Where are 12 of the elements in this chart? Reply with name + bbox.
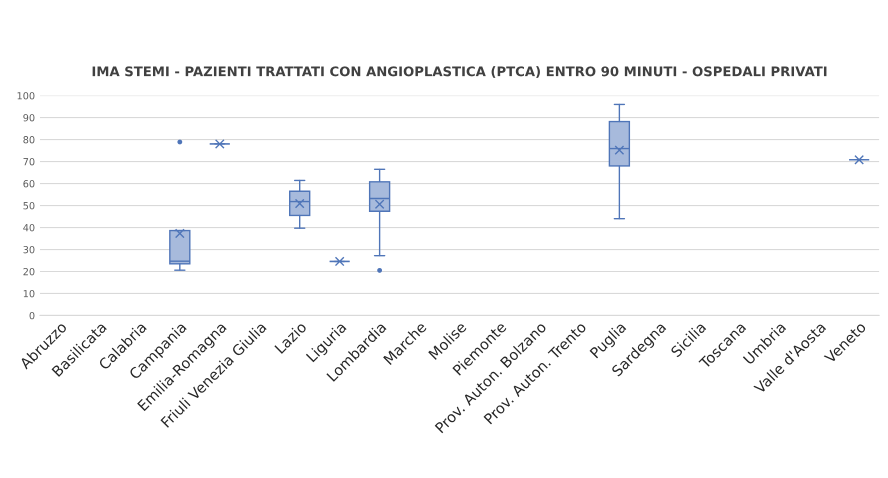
chart-title: IMA STEMI - PAZIENTI TRATTATI CON ANGIOPLASTICA (PTCA) ENTRO 90 MINUTI - OSPEDALI PRIVATI (92, 66, 826, 78)
y-tick-label: 0 (30, 312, 34, 320)
y-tick-label: 20 (23, 268, 34, 276)
y-tick-label: 30 (23, 246, 34, 254)
y-tick-label: 90 (23, 114, 34, 122)
y-tick-label: 40 (23, 224, 34, 232)
y-tick-label: 100 (18, 92, 34, 100)
y-tick-label: 60 (23, 180, 34, 188)
y-tick-label: 50 (23, 202, 34, 210)
y-tick-label: 80 (23, 136, 34, 144)
y-tick-label: 10 (24, 290, 34, 298)
y-tick-label: 70 (24, 158, 34, 166)
